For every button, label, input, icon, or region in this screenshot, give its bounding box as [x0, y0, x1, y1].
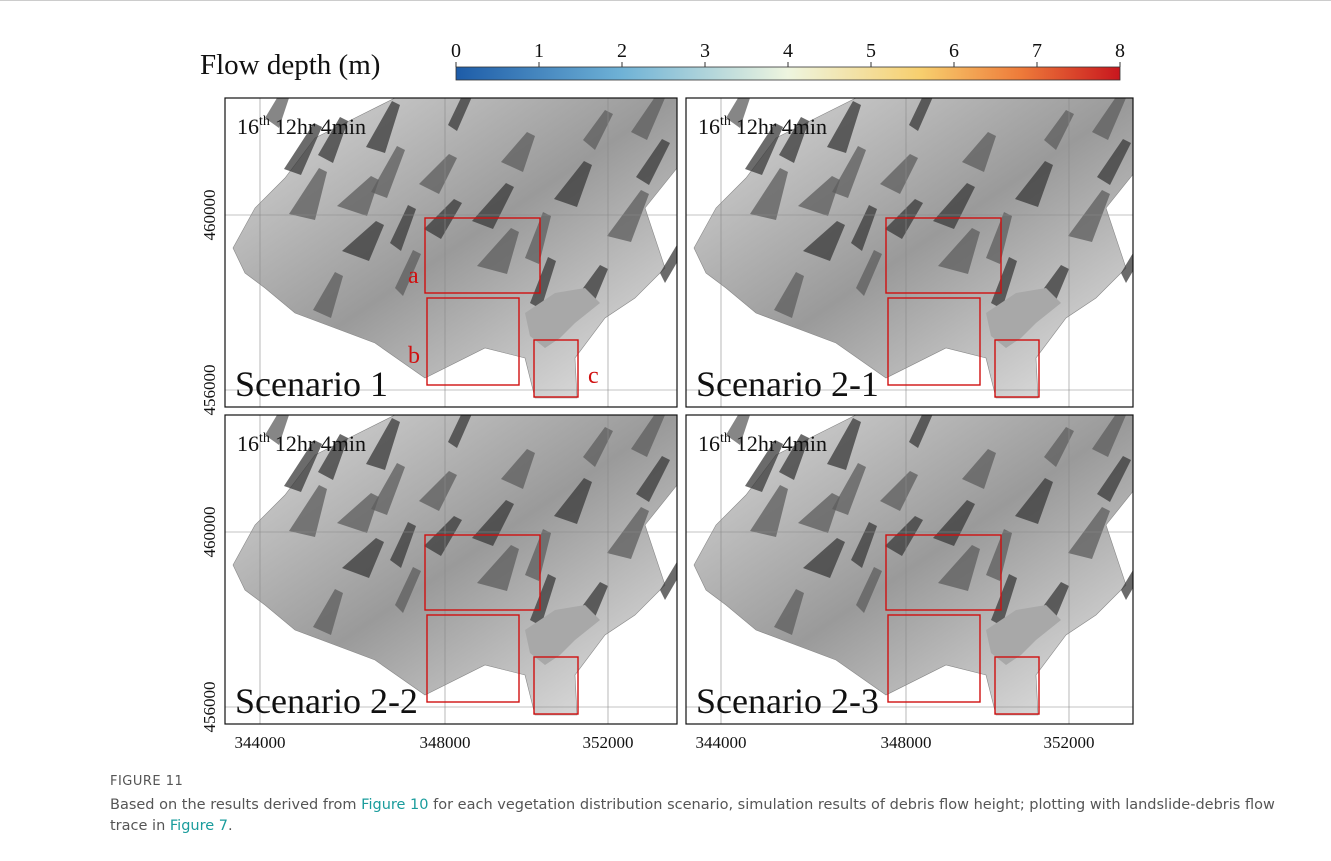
scenario-label: Scenario 2-1	[696, 364, 879, 404]
ridge-shadow	[660, 560, 686, 600]
colorbar-tick-label: 8	[1115, 40, 1125, 62]
colorbar-tick-label: 6	[949, 40, 959, 62]
colorbar-tick-label: 4	[783, 40, 793, 62]
colorbar-tick-label: 7	[1032, 40, 1042, 62]
map-panel: 16th 12hr 4min Scenario 2-3 344000 348000 352…	[686, 396, 1147, 752]
scenario-label: Scenario 1	[235, 364, 388, 404]
page: Flow depth (m) 01234567816th12hr 4minSce…	[0, 0, 1331, 861]
clock: 12hr 4min	[275, 431, 366, 456]
figure: Flow depth (m) 01234567816th12hr 4minSce…	[0, 0, 1331, 770]
caption-link[interactable]: Figure 7	[170, 818, 228, 834]
day: 16	[698, 114, 720, 139]
x-tick-label: 344000	[696, 733, 747, 752]
region-label: c	[588, 363, 599, 389]
x-tick-label: 352000	[1044, 733, 1095, 752]
terrain	[233, 415, 677, 715]
day: 16	[237, 114, 259, 139]
caption-segment: .	[228, 818, 233, 834]
y-tick-label: 460000	[200, 190, 219, 241]
region-label: b	[408, 343, 420, 369]
terrain	[694, 415, 1138, 715]
clock: 12hr 4min	[275, 114, 366, 139]
colorbar-tick-label: 2	[617, 40, 627, 62]
colorbar-tick-label: 5	[866, 40, 876, 62]
clock: 12hr 4min	[736, 114, 827, 139]
day-suffix: th	[259, 114, 270, 129]
terrain	[233, 98, 677, 398]
ridge-shadow	[1121, 243, 1147, 283]
scenario-label: Scenario 2-3	[696, 681, 879, 721]
y-tick-label: 460000	[200, 507, 219, 558]
caption: FIGURE 11 Based on the results derived f…	[110, 774, 1290, 837]
day-suffix: th	[720, 431, 731, 446]
y-tick-label: 456000	[200, 682, 219, 733]
colorbar-tick-label: 1	[534, 40, 544, 62]
time-label: 16th 12hr 4min	[237, 431, 366, 456]
map-panel: 16th 12hr 4min Scenario 2-2 460000 456000 344…	[200, 396, 686, 752]
ridge-shadow	[1121, 560, 1147, 600]
colorbar-tick-label: 3	[700, 40, 710, 62]
map-panel: 16th 12hr 4min Scenario 1 a b c 460000 456000	[200, 79, 686, 416]
day-suffix: th	[720, 114, 731, 129]
day: 16	[237, 431, 259, 456]
x-tick-label: 344000	[235, 733, 286, 752]
clock: 12hr 4min	[736, 431, 827, 456]
caption-segment: Based on the results derived from	[110, 797, 361, 813]
day: 16	[698, 431, 720, 456]
colorbar-tick-label: 0	[451, 40, 461, 62]
caption-label: FIGURE 11	[110, 774, 1290, 789]
x-tick-label: 352000	[583, 733, 634, 752]
x-tick-label: 348000	[420, 733, 471, 752]
scenario-label: Scenario 2-2	[235, 681, 418, 721]
map-panel: 16th 12hr 4min Scenario 2-1	[686, 79, 1147, 407]
day-suffix: th	[259, 431, 270, 446]
colorbar	[456, 67, 1120, 80]
time-label: 16th 12hr 4min	[698, 431, 827, 456]
terrain	[694, 98, 1138, 398]
x-tick-label: 348000	[881, 733, 932, 752]
colorbar-label: Flow depth (m)	[200, 49, 380, 81]
time-label: 16th 12hr 4min	[237, 114, 366, 139]
time-label: 16th 12hr 4min	[698, 114, 827, 139]
caption-link[interactable]: Figure 10	[361, 797, 428, 813]
caption-text: Based on the results derived from Figure…	[110, 795, 1290, 837]
ridge-shadow	[660, 243, 686, 283]
region-label: a	[408, 263, 419, 289]
y-tick-label: 456000	[200, 365, 219, 416]
